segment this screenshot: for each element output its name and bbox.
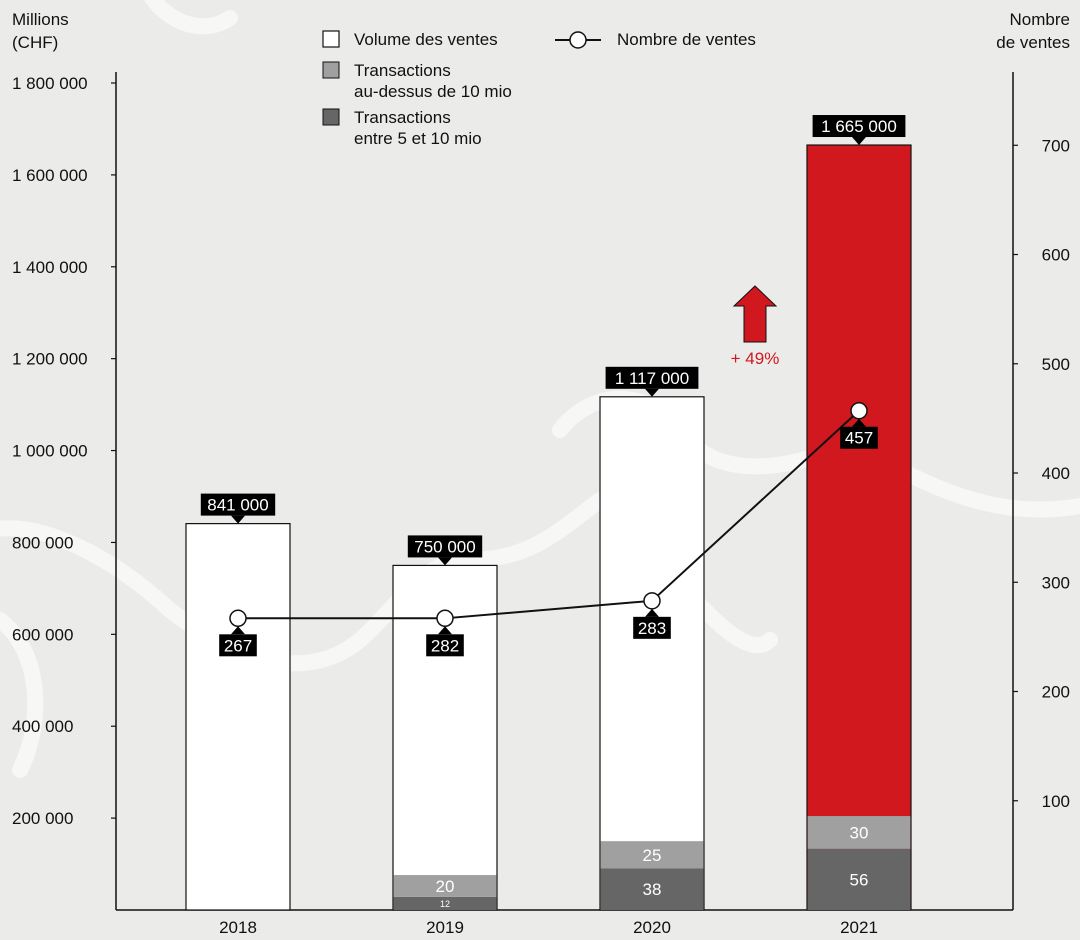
bar-segment-between-2019 (393, 896, 497, 910)
legend-swatch-above10 (322, 61, 340, 79)
count-label-2020-pointer (645, 608, 659, 617)
count-label-2018-box (219, 634, 257, 657)
count-label-2021-pointer (852, 418, 866, 427)
volume-label-2020-box (605, 366, 699, 389)
legend-swatch-volume (322, 30, 340, 48)
x-tick-label: 2018 (219, 918, 257, 937)
left-tick-label: 600 000 (12, 625, 73, 644)
bar-segment-above10-2020 (600, 841, 704, 869)
left-tick-label: 800 000 (12, 533, 73, 552)
bar-volume-2020 (599, 396, 705, 911)
count-marker-2018 (229, 609, 247, 628)
count-line-group (229, 401, 868, 628)
legend-swatch-between5and10 (322, 108, 340, 126)
count-label-2019-text: 282 (431, 636, 459, 655)
volume-label-2018-box (200, 493, 276, 516)
x-axis-labels: 2018 2019 2020 2021 (219, 918, 878, 937)
left-axis-title-line2: (CHF) (12, 33, 58, 52)
x-tick-label: 2020 (633, 918, 671, 937)
volume-label-2021-text: 1 665 000 (821, 117, 897, 136)
legend-swatch-count-marker (569, 31, 587, 49)
volume-label-2019-pointer (438, 557, 452, 566)
count-line (238, 410, 860, 620)
x-tick-label: 2019 (426, 918, 464, 937)
x-tick-label: 2021 (840, 918, 878, 937)
count-label-2021-box (840, 426, 878, 449)
legend: Volume des ventes Transactions au-dessus… (322, 30, 756, 148)
volume-label-2020: 1 117 000 (605, 366, 699, 397)
count-label-2020: 283 (633, 608, 671, 639)
volume-label-2021: 1 665 000 (812, 115, 906, 146)
value-labels-group: 841 000 267 750 000 282 1 117 000 283 1 665 00… (200, 115, 906, 657)
bar-segment-between-2021 (807, 848, 911, 910)
growth-annotation-text: + 49% (731, 349, 780, 368)
right-axis-title-line1: Nombre (1010, 10, 1070, 29)
count-marker-2019 (436, 609, 454, 628)
count-label-2018-pointer (231, 626, 245, 635)
bar-volume-2021 (806, 144, 912, 911)
volume-label-2018-pointer (231, 515, 245, 524)
left-tick-label: 1 200 000 (12, 350, 88, 369)
count-label-2018-text: 267 (224, 636, 252, 655)
bars-group: 12 20 38 25 56 30 (185, 144, 912, 911)
volume-label-2020-pointer (645, 388, 659, 397)
count-label-2020-text: 283 (638, 619, 666, 638)
legend-label-between-line2: entre 5 et 10 mio (354, 129, 482, 148)
volume-label-2020-text: 1 117 000 (615, 369, 689, 388)
segment-label-above10-2021: 30 (850, 823, 869, 842)
right-tick-label: 700 (1042, 136, 1070, 155)
left-tick-label: 400 000 (12, 717, 73, 736)
volume-label-2021-pointer (852, 137, 866, 146)
left-tick-label: 1 000 000 (12, 442, 88, 461)
count-label-2018: 267 (219, 626, 257, 657)
right-tick-label: 500 (1042, 355, 1070, 374)
left-axis-ticks: 200 000 400 000 600 000 800 000 1 000 000 1 2… (12, 74, 116, 828)
background-decoration (0, 0, 1080, 778)
volume-label-2021-box (812, 115, 906, 138)
segment-label-between-2021: 56 (850, 870, 869, 889)
left-tick-label: 1 400 000 (12, 258, 88, 277)
legend-label-above10-line1: Transactions (354, 61, 451, 80)
segment-label-between-2020: 38 (643, 880, 662, 899)
right-tick-label: 100 (1042, 792, 1070, 811)
bar-segment-above10-2019 (393, 875, 497, 897)
count-label-2021-text: 457 (845, 429, 873, 448)
legend-label-volume: Volume des ventes (354, 30, 498, 49)
count-marker-2021 (850, 401, 868, 420)
bar-segment-above10-2021 (807, 816, 911, 849)
volume-label-2018: 841 000 (200, 493, 276, 524)
left-tick-label: 1 800 000 (12, 74, 88, 93)
count-label-2019: 282 (426, 626, 464, 657)
left-tick-label: 200 000 (12, 809, 73, 828)
right-axis-title-line2: de ventes (996, 33, 1070, 52)
growth-annotation: + 49% (731, 285, 780, 368)
volume-label-2019: 750 000 (407, 535, 483, 566)
volume-label-2018-text: 841 000 (207, 496, 268, 515)
right-tick-label: 200 (1042, 683, 1070, 702)
left-tick-label: 1 600 000 (12, 166, 88, 185)
up-arrow-icon (732, 285, 778, 343)
legend-label-above10-line2: au-dessus de 10 mio (354, 82, 512, 101)
right-tick-label: 300 (1042, 573, 1070, 592)
count-label-2020-box (633, 616, 671, 639)
segment-label-above10-2019: 20 (436, 877, 455, 896)
left-axis-title-line1: Millions (12, 10, 69, 29)
legend-label-between-line1: Transactions (354, 108, 451, 127)
count-label-2019-pointer (438, 626, 452, 635)
segment-label-above10-2020: 25 (643, 846, 662, 865)
count-label-2021: 457 (840, 418, 878, 449)
volume-label-2019-text: 750 000 (414, 537, 475, 556)
count-marker-2020 (643, 592, 661, 610)
legend-label-count: Nombre de ventes (617, 30, 756, 49)
bar-volume-2018 (185, 523, 291, 911)
volume-label-2019-box (407, 535, 483, 558)
bar-segment-between-2020 (600, 868, 704, 910)
count-label-2019-box (426, 634, 464, 657)
right-axis-ticks: 100 200 300 400 500 600 700 (1013, 136, 1070, 811)
right-tick-label: 400 (1042, 464, 1070, 483)
segment-label-between-2019: 12 (440, 899, 450, 909)
right-tick-label: 600 (1042, 246, 1070, 265)
